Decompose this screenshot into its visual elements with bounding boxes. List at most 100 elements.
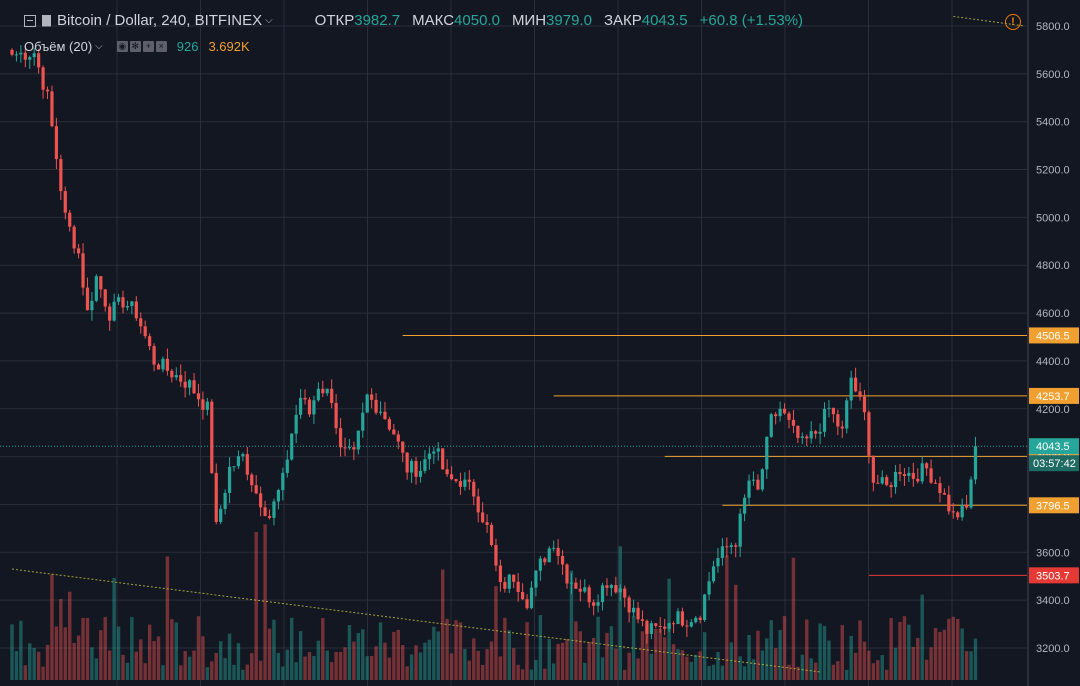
volume-bar	[587, 642, 591, 680]
volume-bar	[161, 665, 165, 680]
candle-body	[272, 501, 276, 518]
candle-body	[765, 436, 769, 470]
volume-bar	[898, 621, 902, 680]
volume-bar	[281, 666, 285, 680]
volume-bar	[711, 664, 716, 680]
volume-bar	[960, 628, 964, 680]
candle-body	[214, 472, 218, 522]
candle-body	[592, 602, 596, 606]
candle-body	[774, 414, 778, 417]
volume-bar	[720, 665, 725, 680]
candle-body	[454, 479, 458, 482]
volume-bar	[36, 651, 41, 680]
candle-body	[667, 623, 671, 629]
volume-bar	[170, 619, 174, 680]
candle-body	[951, 511, 955, 513]
candle-body	[276, 490, 280, 502]
volume-bar	[725, 555, 729, 680]
countdown-tag-bg	[1029, 455, 1079, 472]
candle-body	[831, 407, 835, 415]
candle-body	[822, 408, 827, 432]
volume-bar	[290, 617, 294, 680]
volume-bar	[76, 635, 81, 680]
volume-bar	[707, 666, 711, 680]
volume-bar	[85, 617, 90, 680]
candles	[10, 44, 978, 644]
candle-body	[760, 469, 764, 490]
volume-bar	[210, 661, 214, 680]
candle-body	[654, 623, 658, 627]
candle-body	[116, 297, 121, 302]
candle-body	[263, 507, 267, 517]
candle-body	[960, 504, 964, 518]
price-axis[interactable]: 3200.03400.03600.03800.04000.04200.04400…	[1027, 0, 1080, 686]
horizontal-levels[interactable]	[0, 334, 1027, 576]
candle-body	[90, 300, 94, 311]
candle-body	[343, 447, 347, 449]
volume-bar	[605, 632, 609, 680]
candle-body	[729, 545, 733, 548]
candle-body	[596, 602, 600, 606]
chart-grid	[0, 0, 1027, 686]
candle-body	[427, 453, 431, 460]
candle-body	[605, 585, 609, 588]
symbol-title[interactable]: Bitcoin / Dollar, 240, BITFINEX	[57, 12, 263, 29]
candle-body	[259, 493, 263, 508]
candle-body	[565, 564, 569, 584]
high-value: 4050.0	[454, 12, 500, 29]
volume-bar	[929, 647, 933, 680]
candle-body	[405, 452, 409, 473]
close-icon[interactable]: ×	[155, 41, 167, 52]
candle-body	[973, 446, 978, 480]
volume-bar	[54, 626, 59, 680]
volume-bar	[179, 665, 183, 680]
candle-body	[876, 482, 880, 484]
volume-bar	[14, 651, 19, 680]
candle-body	[743, 497, 747, 514]
alert-icon[interactable]: !	[1005, 14, 1021, 30]
chevron-down-icon[interactable]: ⌵	[265, 15, 273, 26]
volume-bar	[396, 629, 400, 680]
volume-bar	[125, 662, 130, 680]
candle-body	[614, 585, 618, 593]
volume-bar	[538, 615, 543, 680]
volume-bar	[28, 643, 32, 680]
volume-bar	[32, 647, 36, 680]
eye-icon[interactable]: ◉	[116, 41, 128, 52]
volume-bar	[236, 643, 241, 680]
gear-icon[interactable]: ✻	[129, 41, 141, 52]
candle-body	[538, 558, 542, 571]
volume-bar	[134, 651, 139, 680]
volume-bar	[365, 656, 369, 680]
volume-bar	[734, 584, 738, 680]
candle-body	[814, 431, 818, 434]
volume-bar	[845, 669, 849, 680]
collapse-icon[interactable]	[24, 14, 36, 27]
candle-body	[503, 582, 507, 589]
candle-body	[920, 463, 924, 482]
candle-body	[827, 407, 831, 409]
volume-bar	[285, 649, 289, 680]
volume-bar	[45, 644, 50, 680]
volume-bar	[658, 628, 662, 680]
candle-body	[449, 474, 454, 480]
candle-body	[787, 413, 791, 420]
candle-body	[467, 479, 471, 482]
candle-body	[747, 480, 751, 498]
candle-body	[560, 555, 565, 565]
candle-body	[347, 447, 352, 449]
volume-bar	[676, 649, 680, 680]
volume-title[interactable]: Объём (20)	[24, 39, 93, 54]
candle-body	[849, 377, 853, 401]
candle-body	[534, 570, 538, 588]
plus-icon[interactable]: +	[142, 41, 154, 52]
candle-body	[77, 248, 81, 254]
candle-body	[325, 388, 329, 394]
candle-body	[232, 466, 236, 468]
volume-bar	[263, 524, 267, 680]
chevron-down-icon[interactable]: ⌵	[95, 41, 103, 52]
symbol-row: Bitcoin / Dollar, 240, BITFINEX ⌵ ОТКР 39…	[24, 12, 803, 29]
volume-bar	[942, 629, 947, 680]
volume-bar	[765, 638, 769, 680]
